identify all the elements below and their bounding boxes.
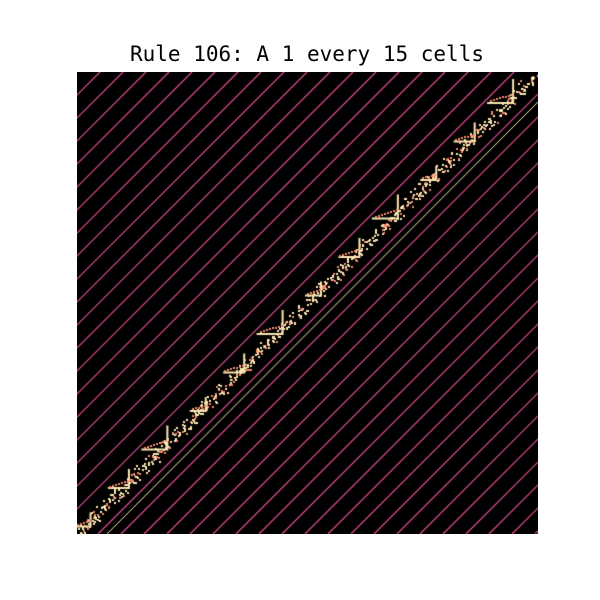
- cellular-automaton-plot: [77, 72, 538, 534]
- plot-title: Rule 106: A 1 every 15 cells: [129, 42, 484, 66]
